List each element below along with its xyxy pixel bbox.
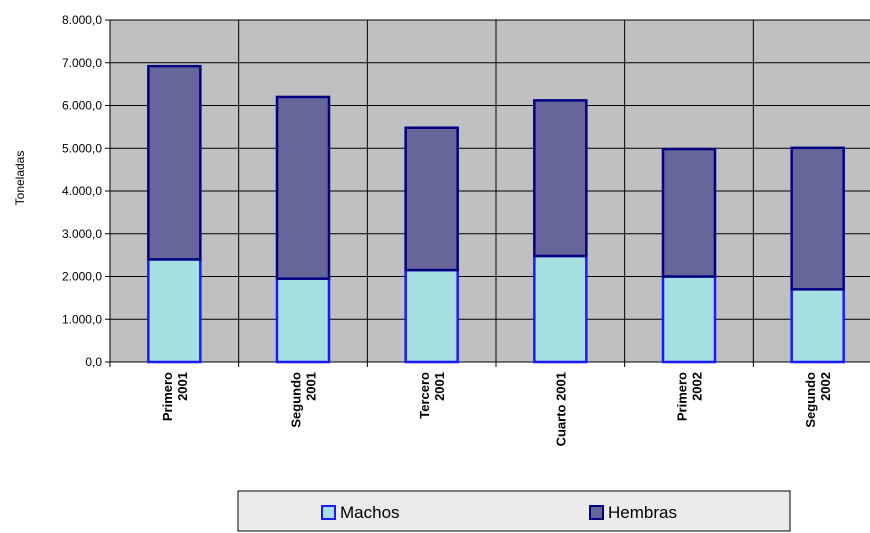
x-category-label: 2002 [818, 372, 833, 401]
x-category-label: 2001 [175, 372, 190, 401]
y-tick-label: 8.000,0 [62, 13, 102, 27]
bar-machos [147, 258, 202, 364]
legend-swatch-hembras [589, 505, 604, 520]
bars [147, 64, 845, 364]
y-tick-label: 0,0 [85, 355, 102, 369]
bar-hembras [533, 99, 588, 258]
bar-hembras [147, 64, 202, 261]
legend-swatch-machos [321, 505, 336, 520]
bar-hembras [275, 95, 331, 280]
y-tick-label: 6.000,0 [62, 99, 102, 113]
y-tick-label: 3.000,0 [62, 227, 102, 241]
x-category-label: Segundo [803, 372, 818, 428]
y-axis-ticks: 0,0 1.000,0 2.000,0 3.000,0 4.000,0 5.000,0 6.… [62, 13, 110, 369]
x-category-label: Tercero [417, 372, 432, 419]
grid-lines [110, 20, 870, 362]
bar-hembras [404, 126, 459, 272]
y-tick-label: 7.000,0 [62, 56, 102, 70]
y-axis-label: Toneladas [13, 151, 27, 206]
bar-machos [533, 254, 588, 364]
y-tick-label: 5.000,0 [62, 141, 102, 155]
x-axis-categories: Primero 2001 Segundo 2001 Tercero 2001 Cuarto … [109, 362, 833, 446]
x-category-label: Primero [675, 372, 690, 421]
bar-hembras [661, 147, 717, 278]
x-category-label: Primero [160, 372, 175, 421]
bar-machos [404, 268, 459, 364]
bar-machos [790, 288, 845, 364]
x-category-label: 2002 [690, 372, 705, 401]
bar-hembras [790, 146, 845, 291]
legend-label-machos: Machos [340, 503, 400, 522]
y-tick-label: 4.000,0 [62, 184, 102, 198]
x-category-label: 2001 [304, 372, 319, 401]
x-category-label: 2001 [432, 372, 447, 401]
x-category-label: Cuarto 2001 [553, 372, 568, 446]
legend-box [237, 490, 791, 532]
bar-machos [661, 275, 717, 364]
legend-label-hembras: Hembras [608, 503, 677, 522]
x-category-label: Segundo [289, 372, 304, 428]
legend: Machos Hembras [237, 490, 791, 532]
bar-machos [275, 277, 331, 364]
y-tick-label: 2.000,0 [62, 270, 102, 284]
y-tick-label: 1.000,0 [62, 312, 102, 326]
